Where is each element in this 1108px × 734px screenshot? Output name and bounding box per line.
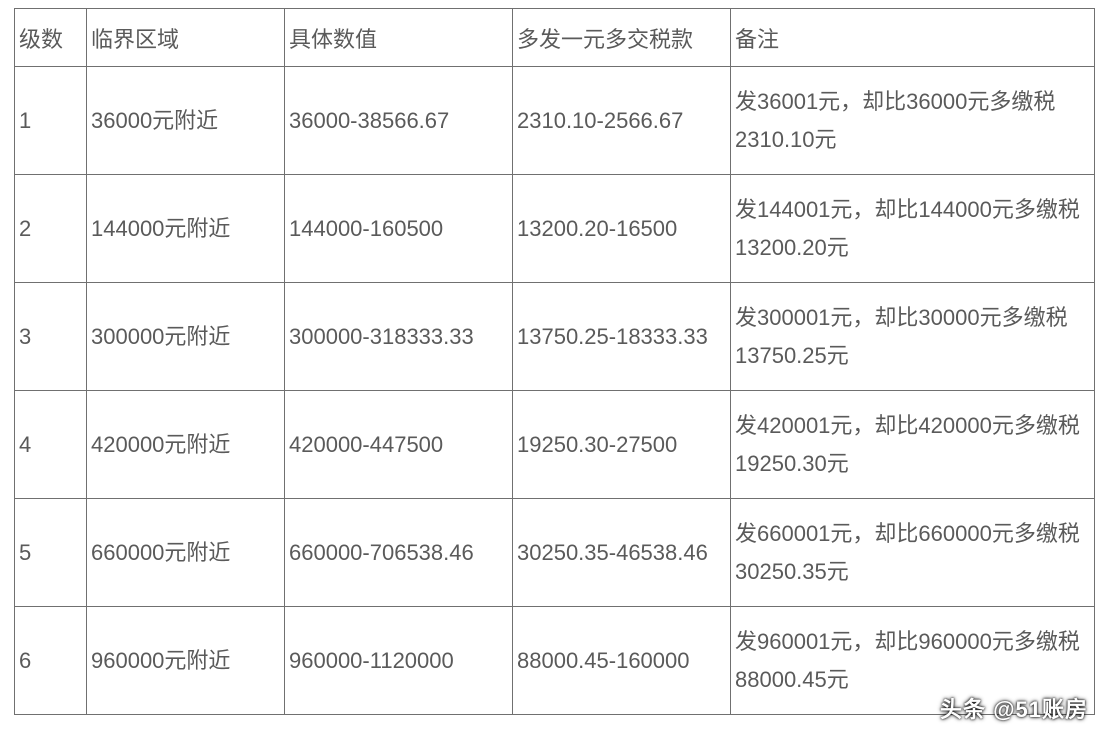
cell-level: 6 [15, 607, 87, 715]
cell-remark: 发300001元，却比30000元多缴税13750.25元 [731, 283, 1095, 391]
cell-extra-tax: 88000.45-160000 [513, 607, 731, 715]
cell-level: 1 [15, 67, 87, 175]
cell-value: 144000-160500 [285, 175, 513, 283]
cell-value: 960000-1120000 [285, 607, 513, 715]
col-header-extra-tax: 多发一元多交税款 [513, 9, 731, 67]
watermark-text: 头条 @51账房 [940, 692, 1088, 724]
cell-level: 5 [15, 499, 87, 607]
cell-value: 420000-447500 [285, 391, 513, 499]
cell-threshold: 36000元附近 [87, 67, 285, 175]
cell-value: 660000-706538.46 [285, 499, 513, 607]
table-row: 2 144000元附近 144000-160500 13200.20-16500… [15, 175, 1095, 283]
cell-extra-tax: 30250.35-46538.46 [513, 499, 731, 607]
cell-level: 3 [15, 283, 87, 391]
col-header-remark: 备注 [731, 9, 1095, 67]
cell-remark: 发420001元，却比420000元多缴税19250.30元 [731, 391, 1095, 499]
table-row: 6 960000元附近 960000-1120000 88000.45-1600… [15, 607, 1095, 715]
cell-threshold: 420000元附近 [87, 391, 285, 499]
cell-extra-tax: 2310.10-2566.67 [513, 67, 731, 175]
cell-level: 2 [15, 175, 87, 283]
col-header-level: 级数 [15, 9, 87, 67]
table-row: 3 300000元附近 300000-318333.33 13750.25-18… [15, 283, 1095, 391]
cell-threshold: 144000元附近 [87, 175, 285, 283]
cell-extra-tax: 19250.30-27500 [513, 391, 731, 499]
cell-remark: 发660001元，却比660000元多缴税30250.35元 [731, 499, 1095, 607]
cell-remark: 发144001元，却比144000元多缴税13200.20元 [731, 175, 1095, 283]
cell-threshold: 660000元附近 [87, 499, 285, 607]
table-row: 1 36000元附近 36000-38566.67 2310.10-2566.6… [15, 67, 1095, 175]
col-header-value: 具体数值 [285, 9, 513, 67]
cell-value: 300000-318333.33 [285, 283, 513, 391]
table-header-row: 级数 临界区域 具体数值 多发一元多交税款 备注 [15, 9, 1095, 67]
cell-level: 4 [15, 391, 87, 499]
table-row: 4 420000元附近 420000-447500 19250.30-27500… [15, 391, 1095, 499]
cell-remark: 发36001元，却比36000元多缴税2310.10元 [731, 67, 1095, 175]
col-header-threshold: 临界区域 [87, 9, 285, 67]
tax-bracket-table: 级数 临界区域 具体数值 多发一元多交税款 备注 1 36000元附近 3600… [14, 8, 1095, 715]
cell-threshold: 300000元附近 [87, 283, 285, 391]
table-row: 5 660000元附近 660000-706538.46 30250.35-46… [15, 499, 1095, 607]
cell-extra-tax: 13200.20-16500 [513, 175, 731, 283]
cell-extra-tax: 13750.25-18333.33 [513, 283, 731, 391]
cell-value: 36000-38566.67 [285, 67, 513, 175]
cell-threshold: 960000元附近 [87, 607, 285, 715]
